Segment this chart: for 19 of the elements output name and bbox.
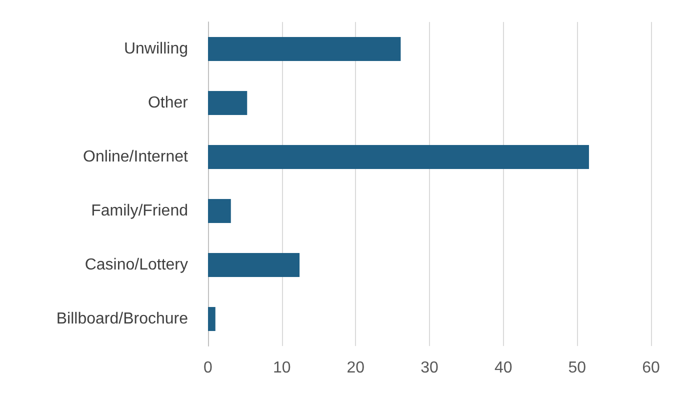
y-tick-label: Unwilling xyxy=(124,40,188,58)
bar xyxy=(208,145,589,169)
x-tick-label: 60 xyxy=(642,360,660,376)
x-tick-label: 10 xyxy=(272,360,291,376)
y-tick-label: Other xyxy=(148,94,189,112)
y-tick-label: Billboard/Brochure xyxy=(56,310,188,328)
bar xyxy=(208,307,216,331)
x-tick-label: 0 xyxy=(204,360,213,376)
x-tick-label: 30 xyxy=(420,360,438,376)
y-tick-label: Casino/Lottery xyxy=(84,256,188,274)
bar xyxy=(208,37,401,61)
bar xyxy=(208,253,300,277)
y-tick-label: Online/Internet xyxy=(83,148,189,166)
bar xyxy=(208,91,248,115)
x-tick-label: 20 xyxy=(346,360,365,376)
x-tick-label: 40 xyxy=(494,360,512,376)
bar xyxy=(208,199,231,223)
y-tick-label: Family/Friend xyxy=(91,202,188,220)
x-tick-label: 50 xyxy=(568,360,586,376)
